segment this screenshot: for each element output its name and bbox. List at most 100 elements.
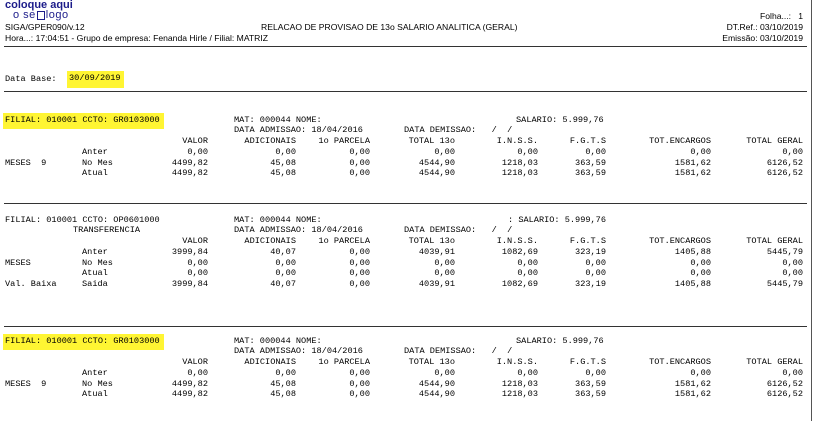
employee-mat: MAT: 000044 NOME: — [234, 215, 322, 225]
logo-box-icon — [36, 10, 45, 20]
table-cell: 4039,91 — [418, 278, 455, 289]
column-header: I.N.S.S. — [496, 236, 538, 246]
table-cell: 363,59 — [575, 168, 606, 178]
table-cell: 45,08 — [270, 157, 296, 168]
dismissal-date: DATA DEMISSAO: / / — [404, 346, 513, 356]
table-cell: 0,00 — [187, 147, 208, 157]
table-cell: 0,00 — [782, 368, 803, 378]
column-header: VALOR — [182, 236, 208, 246]
table-cell: 0,00 — [585, 268, 606, 278]
salary: : SALARIO: 5.999,76 — [508, 215, 606, 225]
emissao-date: Emissão: 03/10/2019 — [722, 33, 803, 43]
table-cell: 0,00 — [690, 368, 711, 378]
table-cell: 1405,88 — [674, 278, 711, 289]
table-cell: 1218,03 — [501, 389, 538, 399]
column-header: VALOR — [182, 357, 208, 367]
table-cell: 0,00 — [349, 168, 370, 178]
data-base-label: Data Base: — [5, 74, 57, 84]
row-label: Atual — [82, 168, 108, 178]
column-header: TOTAL GERAL — [746, 236, 803, 246]
column-header: F.G.T.S — [569, 136, 606, 146]
divider — [4, 203, 807, 204]
salary: SALARIO: 5.999,76 — [516, 336, 604, 346]
row-label: Atual — [82, 268, 108, 278]
table-cell: 0,00 — [690, 147, 711, 157]
table-cell: 1581,62 — [674, 378, 711, 389]
table-cell: 4544,90 — [418, 157, 455, 168]
table-cell: 363,59 — [575, 378, 606, 389]
table-cell: 1405,88 — [674, 247, 711, 257]
table-cell: 0,00 — [275, 147, 296, 157]
folha-label: Folha...: 1 — [760, 11, 803, 21]
transfer-label: TRANSFERENCIA — [73, 225, 141, 235]
table-cell: 1218,03 — [501, 168, 538, 178]
table-cell: 0,00 — [349, 378, 370, 389]
table-cell: 40,07 — [270, 278, 296, 289]
employee-mat: MAT: 000044 NOME: — [234, 115, 322, 125]
column-header: TOTAL 13o — [408, 357, 455, 367]
row-group-label: Val. Baixa — [5, 278, 57, 289]
salary: SALARIO: 5.999,76 — [516, 115, 604, 125]
row-label: No Mes — [82, 157, 113, 168]
row-group-label: MESES 9 — [5, 378, 47, 389]
dismissal-date: DATA DEMISSAO: / / — [404, 225, 513, 235]
column-header: TOT.ENCARGOS — [649, 357, 711, 367]
table-cell: 0,00 — [275, 257, 296, 268]
table-cell: 40,07 — [270, 247, 296, 257]
table-cell: 0,00 — [517, 368, 538, 378]
table-cell: 1581,62 — [674, 168, 711, 178]
table-cell: 0,00 — [349, 157, 370, 168]
table-cell: 3999,84 — [171, 247, 208, 257]
table-cell: 45,08 — [270, 389, 296, 399]
table-cell: 0,00 — [690, 257, 711, 268]
table-cell: 0,00 — [517, 268, 538, 278]
admission-date: DATA ADMISSAO: 18/04/2016 — [234, 125, 363, 135]
filial-heading: FILIAL: 010001 CCTO: GR0103000 — [3, 113, 164, 129]
table-cell: 0,00 — [585, 257, 606, 268]
table-cell: 0,00 — [349, 389, 370, 399]
column-header: F.G.T.S — [569, 357, 606, 367]
row-label: Anter — [82, 147, 108, 157]
logo-line2: o se logo — [13, 9, 69, 21]
column-header: TOTAL 13o — [408, 236, 455, 246]
table-cell: 0,00 — [349, 147, 370, 157]
row-label: No Mes — [82, 378, 113, 389]
row-group-label: MESES — [5, 257, 31, 268]
table-cell: 0,00 — [690, 268, 711, 278]
table-cell: 45,08 — [270, 168, 296, 178]
column-header: I.N.S.S. — [496, 357, 538, 367]
table-cell: 1218,03 — [501, 157, 538, 168]
logo-placeholder: coloque aqui o se logo — [5, 0, 73, 21]
row-group-label: MESES 9 — [5, 157, 47, 168]
divider — [4, 91, 807, 92]
row-label: Anter — [82, 247, 108, 257]
time-line: Hora...: 17:04:51 - Grupo de empresa: Fe… — [5, 33, 269, 43]
column-header: ADICIONAIS — [244, 236, 296, 246]
table-cell: 0,00 — [585, 368, 606, 378]
column-header: 1o PARCELA — [318, 236, 370, 246]
table-cell: 5445,79 — [766, 278, 803, 289]
table-cell: 4544,90 — [418, 378, 455, 389]
row-label: Atual — [82, 389, 108, 399]
row-label: No Mes — [82, 257, 113, 268]
table-cell: 4499,82 — [171, 389, 208, 399]
column-header: 1o PARCELA — [318, 136, 370, 146]
column-header: F.G.T.S — [569, 236, 606, 246]
admission-date: DATA ADMISSAO: 18/04/2016 — [234, 346, 363, 356]
table-cell: 0,00 — [187, 257, 208, 268]
table-cell: 6126,52 — [766, 389, 803, 399]
table-cell: 1581,62 — [674, 157, 711, 168]
table-cell: 0,00 — [275, 368, 296, 378]
table-cell: 5445,79 — [766, 247, 803, 257]
row-label: Anter — [82, 368, 108, 378]
column-header: TOTAL GERAL — [746, 136, 803, 146]
employee-mat: MAT: 000044 NOME: — [234, 336, 322, 346]
table-cell: 323,19 — [575, 278, 606, 289]
table-cell: 4499,82 — [171, 378, 208, 389]
table-cell: 4499,82 — [171, 157, 208, 168]
table-cell: 0,00 — [585, 147, 606, 157]
table-cell: 6126,52 — [766, 168, 803, 178]
table-cell: 0,00 — [517, 257, 538, 268]
row-label: Saida — [82, 278, 108, 289]
